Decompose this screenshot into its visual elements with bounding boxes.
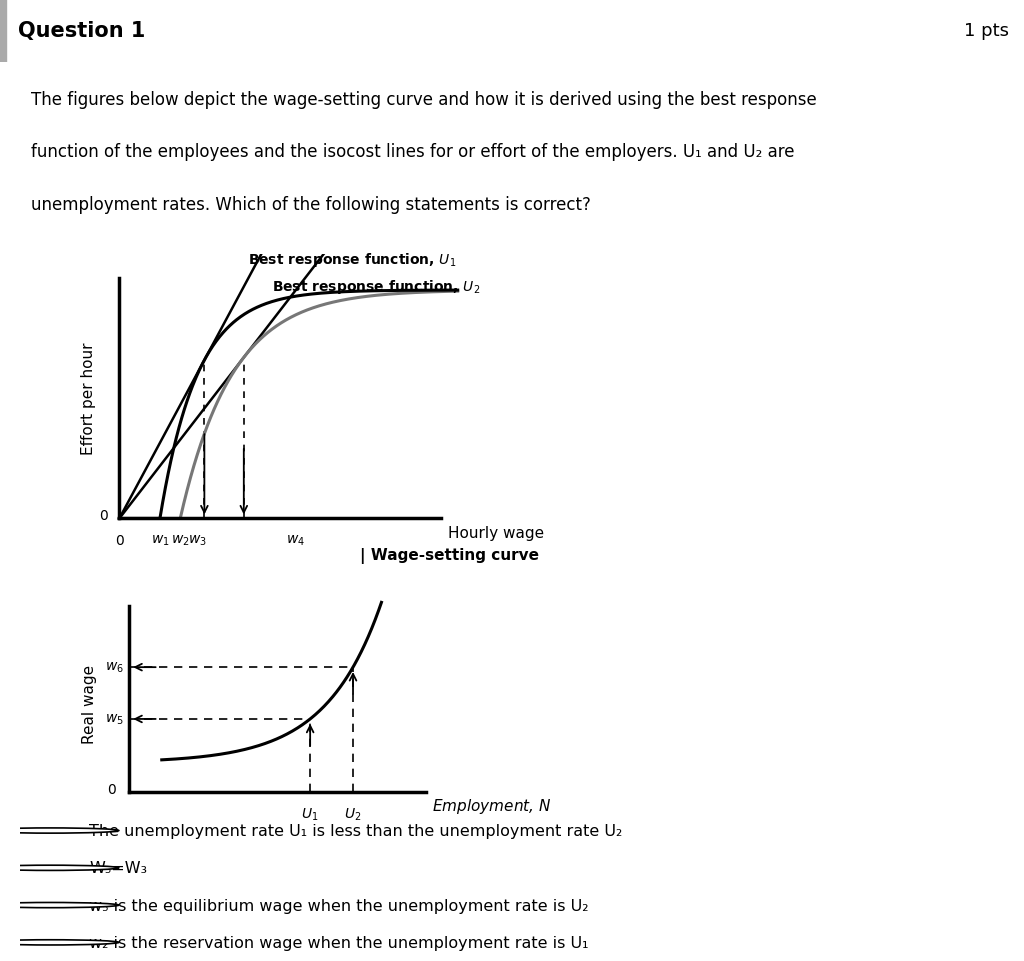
Text: w₂ is the reservation wage when the unemployment rate is U₁: w₂ is the reservation wage when the unem… — [89, 935, 589, 949]
Text: $U_2$: $U_2$ — [344, 806, 361, 823]
Circle shape — [0, 902, 119, 908]
Text: $w_4$: $w_4$ — [286, 533, 305, 548]
Text: | Wage-setting curve: | Wage-setting curve — [360, 547, 540, 563]
Text: w₅ is the equilibrium wage when the unemployment rate is U₂: w₅ is the equilibrium wage when the unem… — [89, 898, 589, 913]
Circle shape — [0, 865, 119, 871]
Text: 0: 0 — [115, 533, 124, 548]
Text: Question 1: Question 1 — [18, 21, 145, 41]
Text: Effort per hour: Effort per hour — [81, 343, 96, 455]
Text: Best response function, $U_1$: Best response function, $U_1$ — [248, 251, 457, 269]
Text: 0: 0 — [98, 508, 108, 523]
Text: Hourly wage: Hourly wage — [447, 526, 544, 541]
Text: 0: 0 — [106, 782, 116, 797]
Text: $U_1$: $U_1$ — [301, 806, 318, 823]
Text: The unemployment rate U₁ is less than the unemployment rate U₂: The unemployment rate U₁ is less than th… — [89, 824, 623, 838]
Text: $w_2$: $w_2$ — [171, 533, 189, 548]
Circle shape — [0, 828, 119, 833]
Text: Employment, $N$: Employment, $N$ — [432, 797, 552, 816]
Bar — [0, 0, 6, 62]
Text: $w_1$: $w_1$ — [151, 533, 169, 548]
Text: $w_5$: $w_5$ — [105, 712, 124, 727]
Text: W₅=W₃: W₅=W₃ — [89, 860, 147, 875]
Text: Best response function, $U_2$: Best response function, $U_2$ — [271, 278, 480, 296]
Text: 1 pts: 1 pts — [964, 22, 1009, 40]
Text: Real wage: Real wage — [82, 665, 96, 744]
Text: function of the employees and the isocost lines for or effort of the employers. : function of the employees and the isocos… — [31, 143, 795, 161]
Text: $w_3$: $w_3$ — [187, 533, 207, 548]
Circle shape — [0, 940, 119, 945]
Text: The figures below depict the wage-setting curve and how it is derived using the : The figures below depict the wage-settin… — [31, 90, 816, 109]
Text: unemployment rates. Which of the following statements is correct?: unemployment rates. Which of the followi… — [31, 195, 591, 213]
Text: $w_6$: $w_6$ — [105, 660, 124, 675]
